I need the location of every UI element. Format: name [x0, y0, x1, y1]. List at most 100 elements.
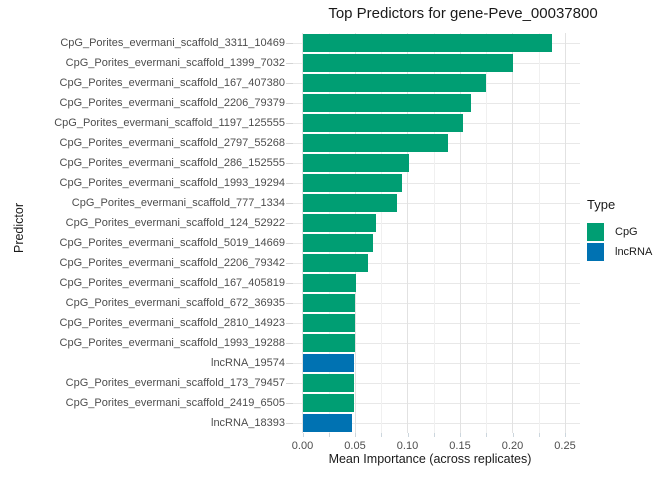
- gridline-minor: [433, 33, 435, 433]
- legend-key-swatch: [587, 243, 604, 261]
- gridline-horizontal: [293, 302, 580, 304]
- chart-title: Top Predictors for gene-Peve_00037800: [328, 5, 598, 22]
- y-tick-mark: [286, 382, 293, 384]
- bar-CpG_Porites_evermani_scaffold_167_407380: [302, 74, 487, 92]
- y-tick-label: CpG_Porites_evermani_scaffold_167_405819: [59, 277, 285, 289]
- gridline-major: [407, 33, 409, 433]
- legend-key-swatch: [587, 223, 604, 241]
- x-tick-mark: [486, 433, 488, 437]
- y-tick-mark: [286, 262, 293, 264]
- gridline-horizontal: [293, 182, 580, 184]
- legend-item-label: CpG: [615, 226, 638, 238]
- legend-title: Type: [587, 197, 616, 212]
- gridline-horizontal: [293, 242, 580, 244]
- gridline-horizontal: [293, 342, 580, 344]
- y-tick-mark: [286, 182, 293, 184]
- gridline-horizontal: [293, 162, 580, 164]
- x-tick-label: 0.15: [449, 440, 471, 452]
- y-tick-mark: [286, 222, 293, 224]
- gridline-major: [459, 33, 461, 433]
- gridline-minor: [486, 33, 488, 433]
- y-tick-label: CpG_Porites_evermani_scaffold_1197_12555…: [54, 117, 285, 129]
- bar-CpG_Porites_evermani_scaffold_2810_14923: [302, 314, 355, 332]
- y-tick-label: CpG_Porites_evermani_scaffold_2419_6505: [65, 397, 285, 409]
- y-tick-label: CpG_Porites_evermani_scaffold_2206_79379: [59, 97, 285, 109]
- gridline-horizontal: [293, 202, 580, 204]
- bar-CpG_Porites_evermani_scaffold_1993_19294: [302, 174, 403, 192]
- x-tick-label: 0.05: [344, 440, 366, 452]
- bar-CpG_Porites_evermani_scaffold_1399_7032: [302, 54, 513, 72]
- gridline-horizontal: [293, 422, 580, 424]
- y-tick-mark: [286, 142, 293, 144]
- bar-lncRNA_19574: [302, 354, 354, 372]
- bar-CpG_Porites_evermani_scaffold_3311_10469: [302, 34, 553, 52]
- x-tick-mark: [538, 433, 540, 437]
- gridline-horizontal: [293, 382, 580, 384]
- y-tick-label: CpG_Porites_evermani_scaffold_286_152555: [59, 157, 285, 169]
- x-tick-mark: [407, 433, 409, 437]
- bar-CpG_Porites_evermani_scaffold_777_1334: [302, 194, 397, 212]
- y-tick-label: CpG_Porites_evermani_scaffold_777_1334: [71, 197, 285, 209]
- x-tick-label: 0.25: [554, 440, 576, 452]
- gridline-major: [302, 33, 304, 433]
- x-axis-tick-labels: 0.00 0.05 0.10 0.15 0.20 0.25: [292, 440, 580, 454]
- y-tick-mark: [286, 82, 293, 84]
- y-tick-label: CpG_Porites_evermani_scaffold_1993_19294: [59, 177, 285, 189]
- bar-CpG_Porites_evermani_scaffold_1993_19288: [302, 334, 355, 352]
- gridline-horizontal: [293, 262, 580, 264]
- x-tick-mark: [302, 433, 304, 437]
- y-tick-mark: [286, 422, 293, 424]
- legend-item-CpG: CpG: [587, 223, 652, 241]
- y-tick-mark: [286, 322, 293, 324]
- gridline-major: [354, 33, 356, 433]
- y-tick-mark: [286, 122, 293, 124]
- gridline-major: [564, 33, 566, 433]
- y-tick-label: CpG_Porites_evermani_scaffold_173_79457: [65, 377, 285, 389]
- x-tick-label: 0.10: [396, 440, 419, 452]
- x-tick-mark: [512, 433, 514, 437]
- y-tick-mark: [286, 62, 293, 64]
- y-axis-ticks: [286, 33, 293, 433]
- legend-item-label: lncRNA: [615, 246, 653, 258]
- bar-CpG_Porites_evermani_scaffold_2419_6505: [302, 394, 354, 412]
- bar-CpG_Porites_evermani_scaffold_2206_79379: [302, 94, 471, 112]
- y-tick-mark: [286, 402, 293, 404]
- y-tick-label: lncRNA_18393: [211, 417, 285, 429]
- x-tick-label: 0.20: [501, 440, 524, 452]
- y-tick-label: CpG_Porites_evermani_scaffold_2797_55268: [59, 137, 285, 149]
- x-tick-mark: [328, 433, 330, 437]
- bar-CpG_Porites_evermani_scaffold_2797_55268: [302, 134, 449, 152]
- y-tick-mark: [286, 42, 293, 44]
- gridline-horizontal: [293, 362, 580, 364]
- x-tick-label: 0.00: [291, 440, 314, 452]
- y-tick-label: CpG_Porites_evermani_scaffold_124_52922: [65, 217, 285, 229]
- gridline-minor: [538, 33, 540, 433]
- y-tick-label: CpG_Porites_evermani_scaffold_2206_79342: [59, 257, 285, 269]
- y-tick-mark: [286, 342, 293, 344]
- bar-CpG_Porites_evermani_scaffold_5019_14669: [302, 234, 373, 252]
- y-tick-mark: [286, 102, 293, 104]
- gridline-horizontal: [293, 282, 580, 284]
- x-tick-mark: [565, 433, 566, 437]
- bar-CpG_Porites_evermani_scaffold_1197_125555: [302, 114, 464, 132]
- y-tick-label: CpG_Porites_evermani_scaffold_672_36935: [65, 297, 285, 309]
- y-tick-mark: [286, 162, 293, 164]
- y-tick-label: lncRNA_19574: [211, 357, 285, 369]
- bar-CpG_Porites_evermani_scaffold_173_79457: [302, 374, 354, 392]
- gridline-horizontal: [293, 402, 580, 404]
- bar-lncRNA_18393: [302, 414, 352, 432]
- legend-item-lncRNA: lncRNA: [587, 243, 652, 261]
- x-tick-mark: [433, 433, 435, 437]
- y-tick-label: CpG_Porites_evermani_scaffold_3311_10469: [60, 37, 285, 49]
- x-axis-ticks: [293, 433, 580, 438]
- y-tick-mark: [286, 362, 293, 364]
- gridline-horizontal: [293, 322, 580, 324]
- bar-CpG_Porites_evermani_scaffold_672_36935: [302, 294, 355, 312]
- x-tick-mark: [381, 433, 383, 437]
- y-tick-label: CpG_Porites_evermani_scaffold_5019_14669: [59, 237, 285, 249]
- bar-CpG_Porites_evermani_scaffold_2206_79342: [302, 254, 368, 272]
- y-tick-label: CpG_Porites_evermani_scaffold_2810_14923: [59, 317, 285, 329]
- y-tick-label: CpG_Porites_evermani_scaffold_1399_7032: [65, 57, 285, 69]
- y-tick-mark: [286, 302, 293, 304]
- y-tick-label: CpG_Porites_evermani_scaffold_167_407380: [59, 77, 285, 89]
